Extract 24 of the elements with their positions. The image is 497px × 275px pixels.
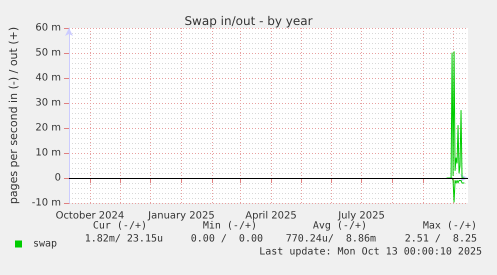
- legend-label: swap: [33, 238, 58, 250]
- text: Last update: Mon Oct 13 00:00:10 2025: [259, 246, 482, 258]
- y-tick-label: 20 m: [35, 122, 61, 134]
- chart-title: Swap in/out - by year: [184, 14, 313, 28]
- y-tick-label: 60 m: [35, 22, 61, 34]
- x-tick-label: October 2024: [56, 210, 124, 222]
- x-tick-label: July 2025: [337, 210, 385, 222]
- x-tick-label: January 2025: [147, 210, 215, 222]
- y-axis-title: pages per second in (-) / out (+): [7, 26, 20, 204]
- text: Min (-/+): [202, 220, 258, 232]
- y-tick-label: 30 m: [35, 98, 61, 108]
- y-tick-label: 40 m: [35, 72, 61, 84]
- text: 1.82m/ 23.15u: [84, 234, 164, 244]
- x-tick-label: April 2025: [245, 210, 297, 222]
- text: 0.00 / 0.00: [190, 234, 264, 244]
- y-tick-label: 10 m: [35, 148, 61, 158]
- text: 770.24u/ 8.86m: [286, 234, 376, 244]
- text: 2.51 / 8.25: [404, 234, 478, 244]
- y-tick-label: -10 m: [32, 198, 61, 208]
- y-tick-label: 0: [54, 172, 61, 184]
- y-tick-label: 50 m: [35, 48, 61, 58]
- text: Avg (-/+): [312, 220, 368, 232]
- text: Cur (-/+): [92, 220, 148, 232]
- text: Max (-/+): [422, 220, 478, 232]
